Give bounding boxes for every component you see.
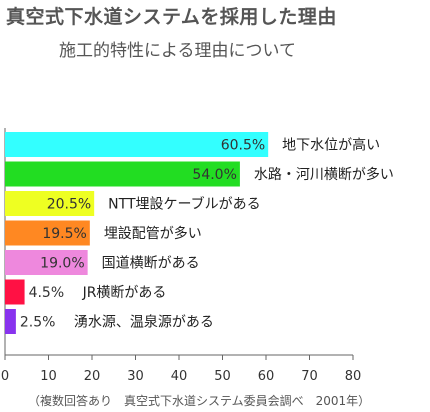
bar-category-label: 湧水源、温泉源がある: [74, 314, 214, 331]
x-tick-label: 70: [301, 369, 318, 384]
x-tick-label: 0: [1, 369, 9, 384]
chart-subtitle: 施工的特性による理由について: [59, 41, 296, 61]
bar: [5, 161, 240, 187]
bar: [5, 191, 95, 216]
bar-category-label: 国道横断がある: [102, 256, 200, 272]
bar-category-label: JR横断がある: [82, 285, 167, 301]
bar-value-label: 20.5%: [47, 197, 91, 213]
x-tick-label: 20: [84, 369, 101, 384]
bar-category-label: 水路・河川横断が多い: [254, 166, 394, 183]
x-tick-label: 10: [40, 369, 57, 384]
bar-value-label: 19.5%: [42, 226, 86, 242]
x-tick-label: 30: [127, 369, 144, 384]
bar-value-label: 4.5%: [29, 285, 65, 301]
bar-category-label: 地下水位が高い: [282, 137, 380, 154]
x-tick-label: 50: [214, 369, 231, 384]
x-tick-label: 80: [345, 369, 362, 384]
bar-value-label: 60.5%: [221, 138, 265, 154]
bar-category-label: 埋設配管が多い: [104, 225, 202, 242]
x-tick-label: 60: [258, 369, 275, 384]
bar-value-label: 19.0%: [40, 256, 84, 272]
x-tick-label: 40: [171, 369, 188, 384]
bar: [5, 309, 16, 334]
chart-title: 真空式下水道システムを採用した理由: [6, 6, 337, 28]
bar: [5, 279, 25, 305]
bar-value-label: 2.5%: [20, 315, 56, 331]
chart-footnote: （複数回答あり 真空式下水道システム委員会調べ 2001年）: [28, 394, 371, 408]
bar: [5, 132, 269, 157]
bar: [5, 250, 88, 275]
bar-value-label: 54.0%: [192, 167, 236, 183]
bar: [5, 220, 90, 246]
bar-category-label: NTT埋設ケーブルがある: [108, 196, 260, 213]
